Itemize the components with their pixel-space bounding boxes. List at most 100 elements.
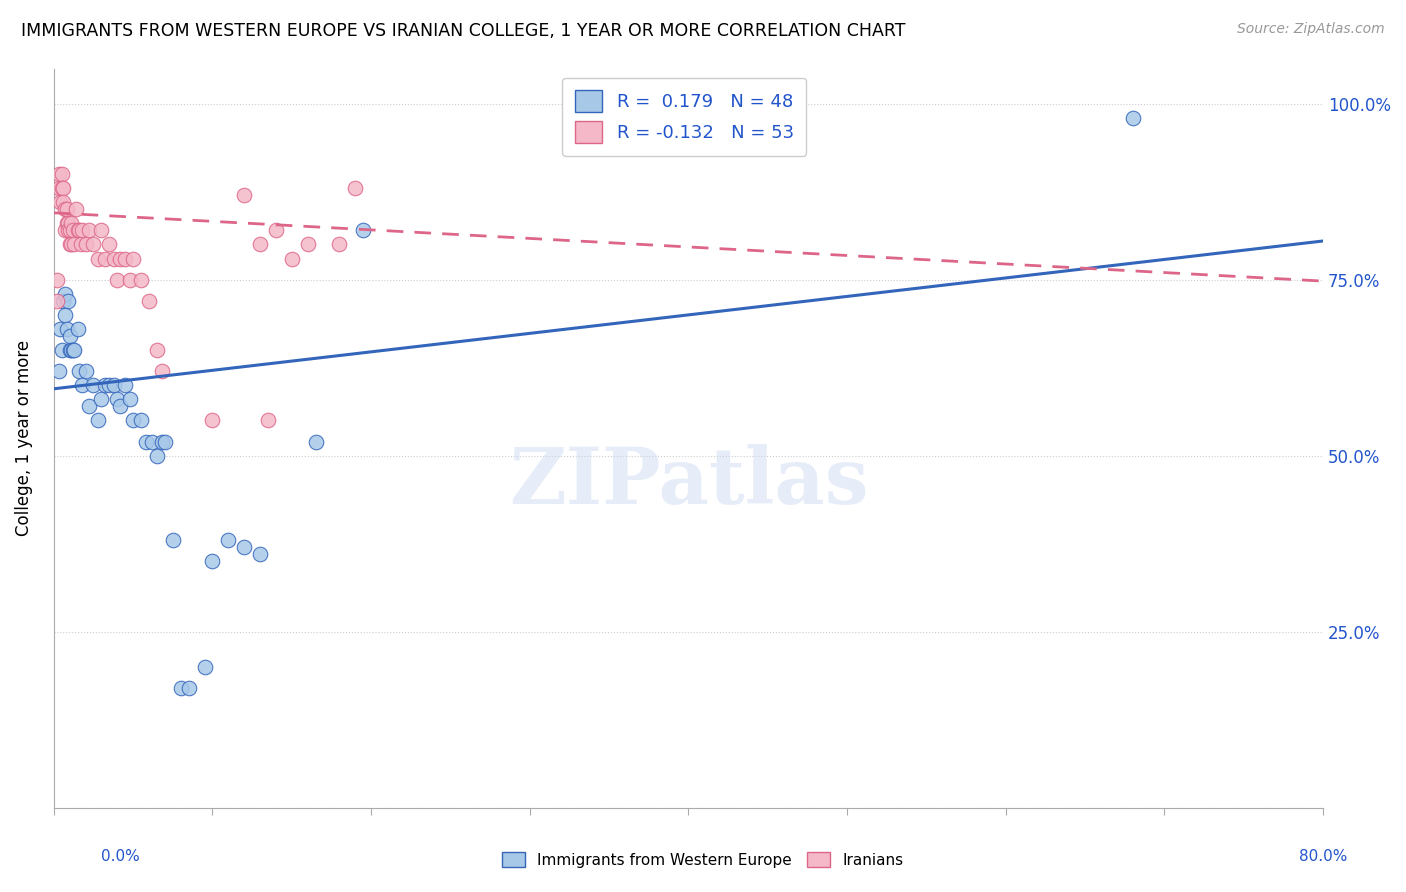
Point — [87, 252, 110, 266]
Point — [56, 216, 79, 230]
Point — [72, 223, 94, 237]
Point — [66, 322, 89, 336]
Point — [201, 554, 224, 568]
Point — [103, 252, 125, 266]
Point — [59, 223, 82, 237]
Point — [90, 392, 112, 407]
Point — [281, 252, 304, 266]
Legend: Immigrants from Western Europe, Iranians: Immigrants from Western Europe, Iranians — [496, 846, 910, 873]
Point — [52, 293, 75, 308]
Point — [257, 413, 280, 427]
Point — [217, 533, 239, 548]
Point — [48, 181, 70, 195]
Point — [83, 237, 105, 252]
Point — [114, 378, 136, 392]
Point — [150, 434, 173, 449]
Point — [75, 237, 97, 252]
Point — [69, 237, 91, 252]
Point — [141, 434, 163, 449]
Text: ZIPatlas: ZIPatlas — [509, 444, 869, 520]
Point — [249, 547, 271, 561]
Point — [55, 216, 77, 230]
Point — [56, 223, 79, 237]
Point — [62, 223, 84, 237]
Point — [122, 252, 145, 266]
Point — [77, 400, 100, 414]
Point — [48, 364, 70, 378]
Y-axis label: College, 1 year or more: College, 1 year or more — [15, 340, 32, 536]
Point — [110, 252, 132, 266]
Point — [678, 96, 700, 111]
Point — [65, 202, 87, 217]
Point — [264, 223, 287, 237]
Point — [153, 434, 176, 449]
Point — [98, 378, 121, 392]
Point — [352, 223, 374, 237]
Point — [129, 413, 152, 427]
Point — [344, 181, 367, 195]
Point — [51, 167, 73, 181]
Point — [98, 237, 121, 252]
Point — [59, 237, 82, 252]
Point — [59, 329, 82, 343]
Point — [118, 392, 141, 407]
Point — [297, 237, 319, 252]
Point — [77, 223, 100, 237]
Point — [49, 322, 72, 336]
Point — [103, 378, 125, 392]
Point — [233, 188, 256, 202]
Point — [93, 378, 115, 392]
Point — [55, 322, 77, 336]
Point — [129, 273, 152, 287]
Point — [56, 293, 79, 308]
Point — [138, 293, 160, 308]
Point — [654, 96, 676, 111]
Point — [105, 273, 128, 287]
Point — [51, 181, 73, 195]
Point — [53, 202, 76, 217]
Point — [93, 252, 115, 266]
Point — [645, 103, 668, 118]
Point — [48, 167, 70, 181]
Point — [49, 195, 72, 210]
Point — [63, 237, 86, 252]
Point — [249, 237, 271, 252]
Point — [67, 364, 90, 378]
Point — [46, 293, 69, 308]
Point — [110, 400, 132, 414]
Text: 80.0%: 80.0% — [1299, 849, 1347, 864]
Point — [105, 392, 128, 407]
Point — [304, 434, 326, 449]
Point — [53, 223, 76, 237]
Point — [59, 343, 82, 357]
Point — [150, 364, 173, 378]
Point — [53, 308, 76, 322]
Point — [87, 413, 110, 427]
Point — [90, 223, 112, 237]
Text: IMMIGRANTS FROM WESTERN EUROPE VS IRANIAN COLLEGE, 1 YEAR OR MORE CORRELATION CH: IMMIGRANTS FROM WESTERN EUROPE VS IRANIA… — [21, 22, 905, 40]
Text: Source: ZipAtlas.com: Source: ZipAtlas.com — [1237, 22, 1385, 37]
Point — [83, 378, 105, 392]
Point — [46, 273, 69, 287]
Point — [55, 202, 77, 217]
Point — [678, 96, 700, 111]
Point — [146, 449, 169, 463]
Point — [52, 181, 75, 195]
Point — [60, 216, 83, 230]
Point — [75, 364, 97, 378]
Point — [201, 413, 224, 427]
Point — [53, 286, 76, 301]
Point — [51, 343, 73, 357]
Point — [63, 343, 86, 357]
Point — [170, 681, 193, 695]
Point — [66, 223, 89, 237]
Point — [1122, 111, 1144, 125]
Point — [122, 413, 145, 427]
Point — [52, 195, 75, 210]
Point — [60, 237, 83, 252]
Text: 0.0%: 0.0% — [101, 849, 141, 864]
Point — [193, 660, 215, 674]
Point — [62, 343, 84, 357]
Point — [135, 434, 157, 449]
Point — [114, 252, 136, 266]
